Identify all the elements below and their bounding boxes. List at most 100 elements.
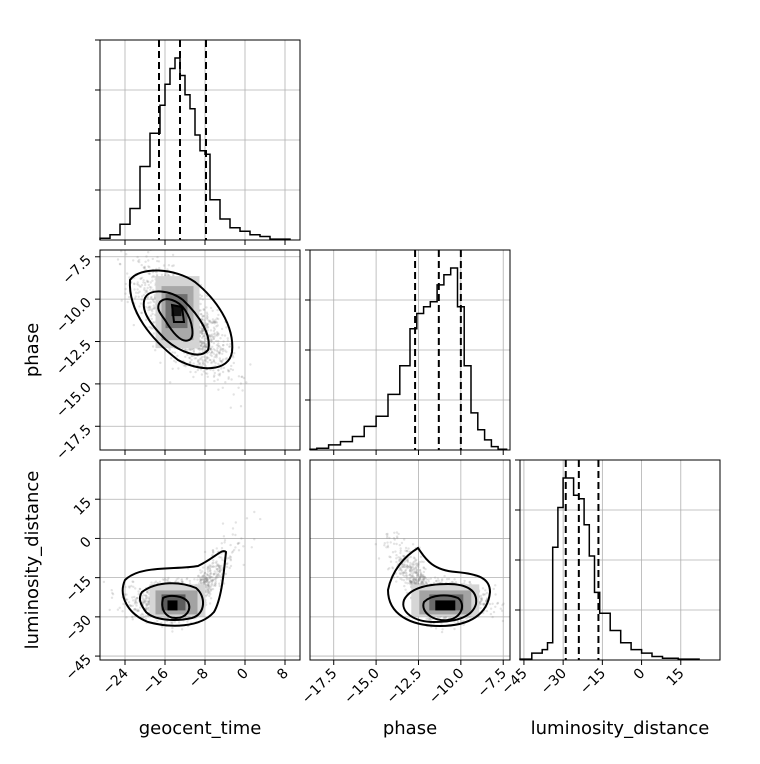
x-tick-label: 15: [664, 666, 688, 690]
sample-point: [212, 320, 216, 324]
sample-point: [201, 346, 204, 349]
sample-point: [209, 569, 212, 573]
sample-point: [143, 598, 146, 601]
y-tick-label: 15: [71, 495, 95, 519]
sample-point: [397, 559, 401, 562]
sample-point: [420, 580, 423, 584]
sample-point: [118, 606, 121, 609]
sample-point: [401, 573, 405, 576]
sample-point: [200, 336, 204, 340]
sample-point: [199, 302, 202, 306]
sample-point: [406, 565, 409, 568]
sample-point: [417, 578, 420, 582]
sample-point: [229, 564, 233, 568]
sample-point: [136, 255, 139, 259]
sample-point: [209, 347, 212, 350]
sample-point: [226, 368, 230, 372]
sample-point: [202, 345, 205, 348]
sample-point: [203, 345, 206, 348]
sample-point: [206, 329, 209, 332]
sample-point: [215, 339, 218, 343]
sample-point: [502, 602, 505, 605]
sample-point: [205, 577, 208, 581]
sample-point: [212, 337, 216, 341]
sample-point: [199, 357, 202, 360]
sample-point: [199, 340, 202, 343]
sample-point: [140, 311, 143, 315]
sample-point: [145, 602, 148, 606]
sample-point: [150, 317, 153, 321]
sample-point: [212, 578, 215, 581]
sample-point: [207, 583, 210, 586]
sample-point: [149, 281, 152, 284]
sample-point: [220, 568, 224, 572]
sample-point: [199, 297, 202, 300]
sample-point: [206, 578, 209, 582]
sample-point: [189, 361, 192, 364]
sample-point: [402, 579, 406, 582]
sample-point: [405, 564, 409, 567]
contour-line: [161, 594, 191, 620]
sample-point: [215, 317, 219, 320]
sample-point: [188, 361, 192, 364]
sample-point: [120, 250, 123, 253]
sample-point: [208, 358, 211, 362]
sample-point: [406, 549, 409, 552]
sample-point: [410, 580, 413, 584]
sample-point: [210, 579, 213, 582]
sample-point: [453, 578, 456, 581]
sample-point: [403, 584, 406, 588]
sample-point: [479, 594, 483, 597]
sample-point: [171, 630, 174, 633]
sample-point: [422, 566, 425, 569]
sample-point: [386, 534, 389, 538]
sample-point: [409, 566, 413, 569]
sample-point: [413, 571, 416, 574]
sample-point: [203, 355, 206, 359]
sample-point: [203, 581, 206, 585]
sample-point: [147, 272, 150, 275]
sample-point: [208, 320, 211, 324]
scatter-geocent-time-vs-phase-frame: [99, 249, 301, 451]
sample-point: [212, 347, 215, 351]
sample-point: [386, 568, 390, 571]
sample-point: [191, 347, 194, 351]
sample-point: [207, 591, 211, 595]
sample-point: [388, 555, 391, 558]
sample-point: [398, 558, 401, 561]
sample-point: [425, 617, 428, 620]
sample-point: [385, 533, 388, 536]
sample-point: [144, 606, 148, 610]
sample-point: [211, 562, 214, 565]
sample-point: [220, 367, 223, 370]
sample-point: [152, 321, 155, 324]
sample-point: [221, 349, 225, 353]
sample-point: [146, 296, 149, 300]
sample-point: [206, 573, 209, 577]
sample-point: [404, 568, 407, 572]
sample-point: [406, 558, 409, 562]
sample-point: [196, 578, 199, 581]
sample-point: [197, 574, 200, 577]
sample-point: [192, 350, 195, 354]
sample-point: [437, 579, 440, 582]
sample-point: [388, 536, 391, 540]
sample-point: [239, 382, 243, 385]
sample-point: [202, 580, 205, 584]
sample-point: [143, 288, 146, 291]
sample-point: [200, 577, 203, 581]
sample-point: [427, 617, 430, 620]
sample-point: [225, 326, 228, 329]
sample-point: [217, 388, 220, 391]
sample-point: [404, 546, 408, 550]
sample-point: [188, 348, 192, 351]
sample-point: [203, 550, 207, 554]
sample-point: [177, 577, 180, 580]
sample-point: [389, 541, 392, 544]
sample-point: [206, 375, 209, 378]
sample-point: [221, 370, 225, 374]
sample-point: [209, 572, 213, 575]
sample-point: [116, 608, 120, 611]
sample-point: [152, 304, 155, 307]
sample-point: [205, 311, 209, 314]
